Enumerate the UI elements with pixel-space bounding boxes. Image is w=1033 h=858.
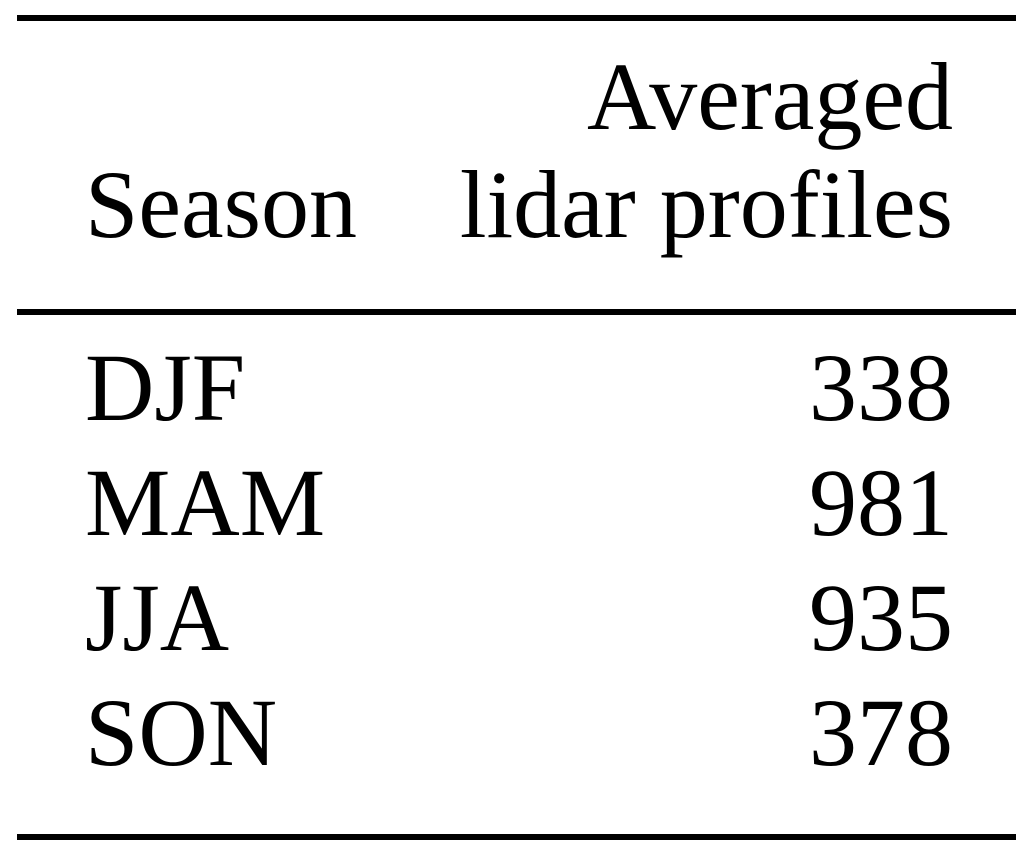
table-mid-rule — [17, 309, 1016, 315]
column-header-line-1: Averaged — [587, 43, 953, 150]
table-header-row: Season Averaged lidar profiles — [17, 21, 1016, 309]
table-row: SON 378 — [85, 675, 953, 790]
season-cell: MAM — [85, 449, 326, 556]
season-cell: SON — [85, 679, 278, 786]
table-top-rule — [17, 15, 1016, 21]
column-header-averaged-lidar-profiles: Averaged lidar profiles — [460, 43, 953, 259]
season-cell: JJA — [85, 564, 230, 671]
column-header-season: Season — [85, 151, 357, 258]
table-row: DJF 338 — [85, 330, 953, 445]
season-lidar-profiles-table: Season Averaged lidar profiles DJF 338 M… — [17, 15, 1016, 840]
table-body: DJF 338 MAM 981 JJA 935 SON 378 — [17, 315, 1016, 834]
column-header-line-2: lidar profiles — [459, 151, 953, 258]
profiles-cell: 378 — [809, 679, 953, 786]
profiles-cell: 935 — [809, 564, 953, 671]
table-row: MAM 981 — [85, 445, 953, 560]
profiles-cell: 338 — [809, 334, 953, 441]
profiles-cell: 981 — [809, 449, 953, 556]
table-bottom-rule — [17, 834, 1016, 840]
season-cell: DJF — [85, 334, 246, 441]
table-row: JJA 935 — [85, 560, 953, 675]
